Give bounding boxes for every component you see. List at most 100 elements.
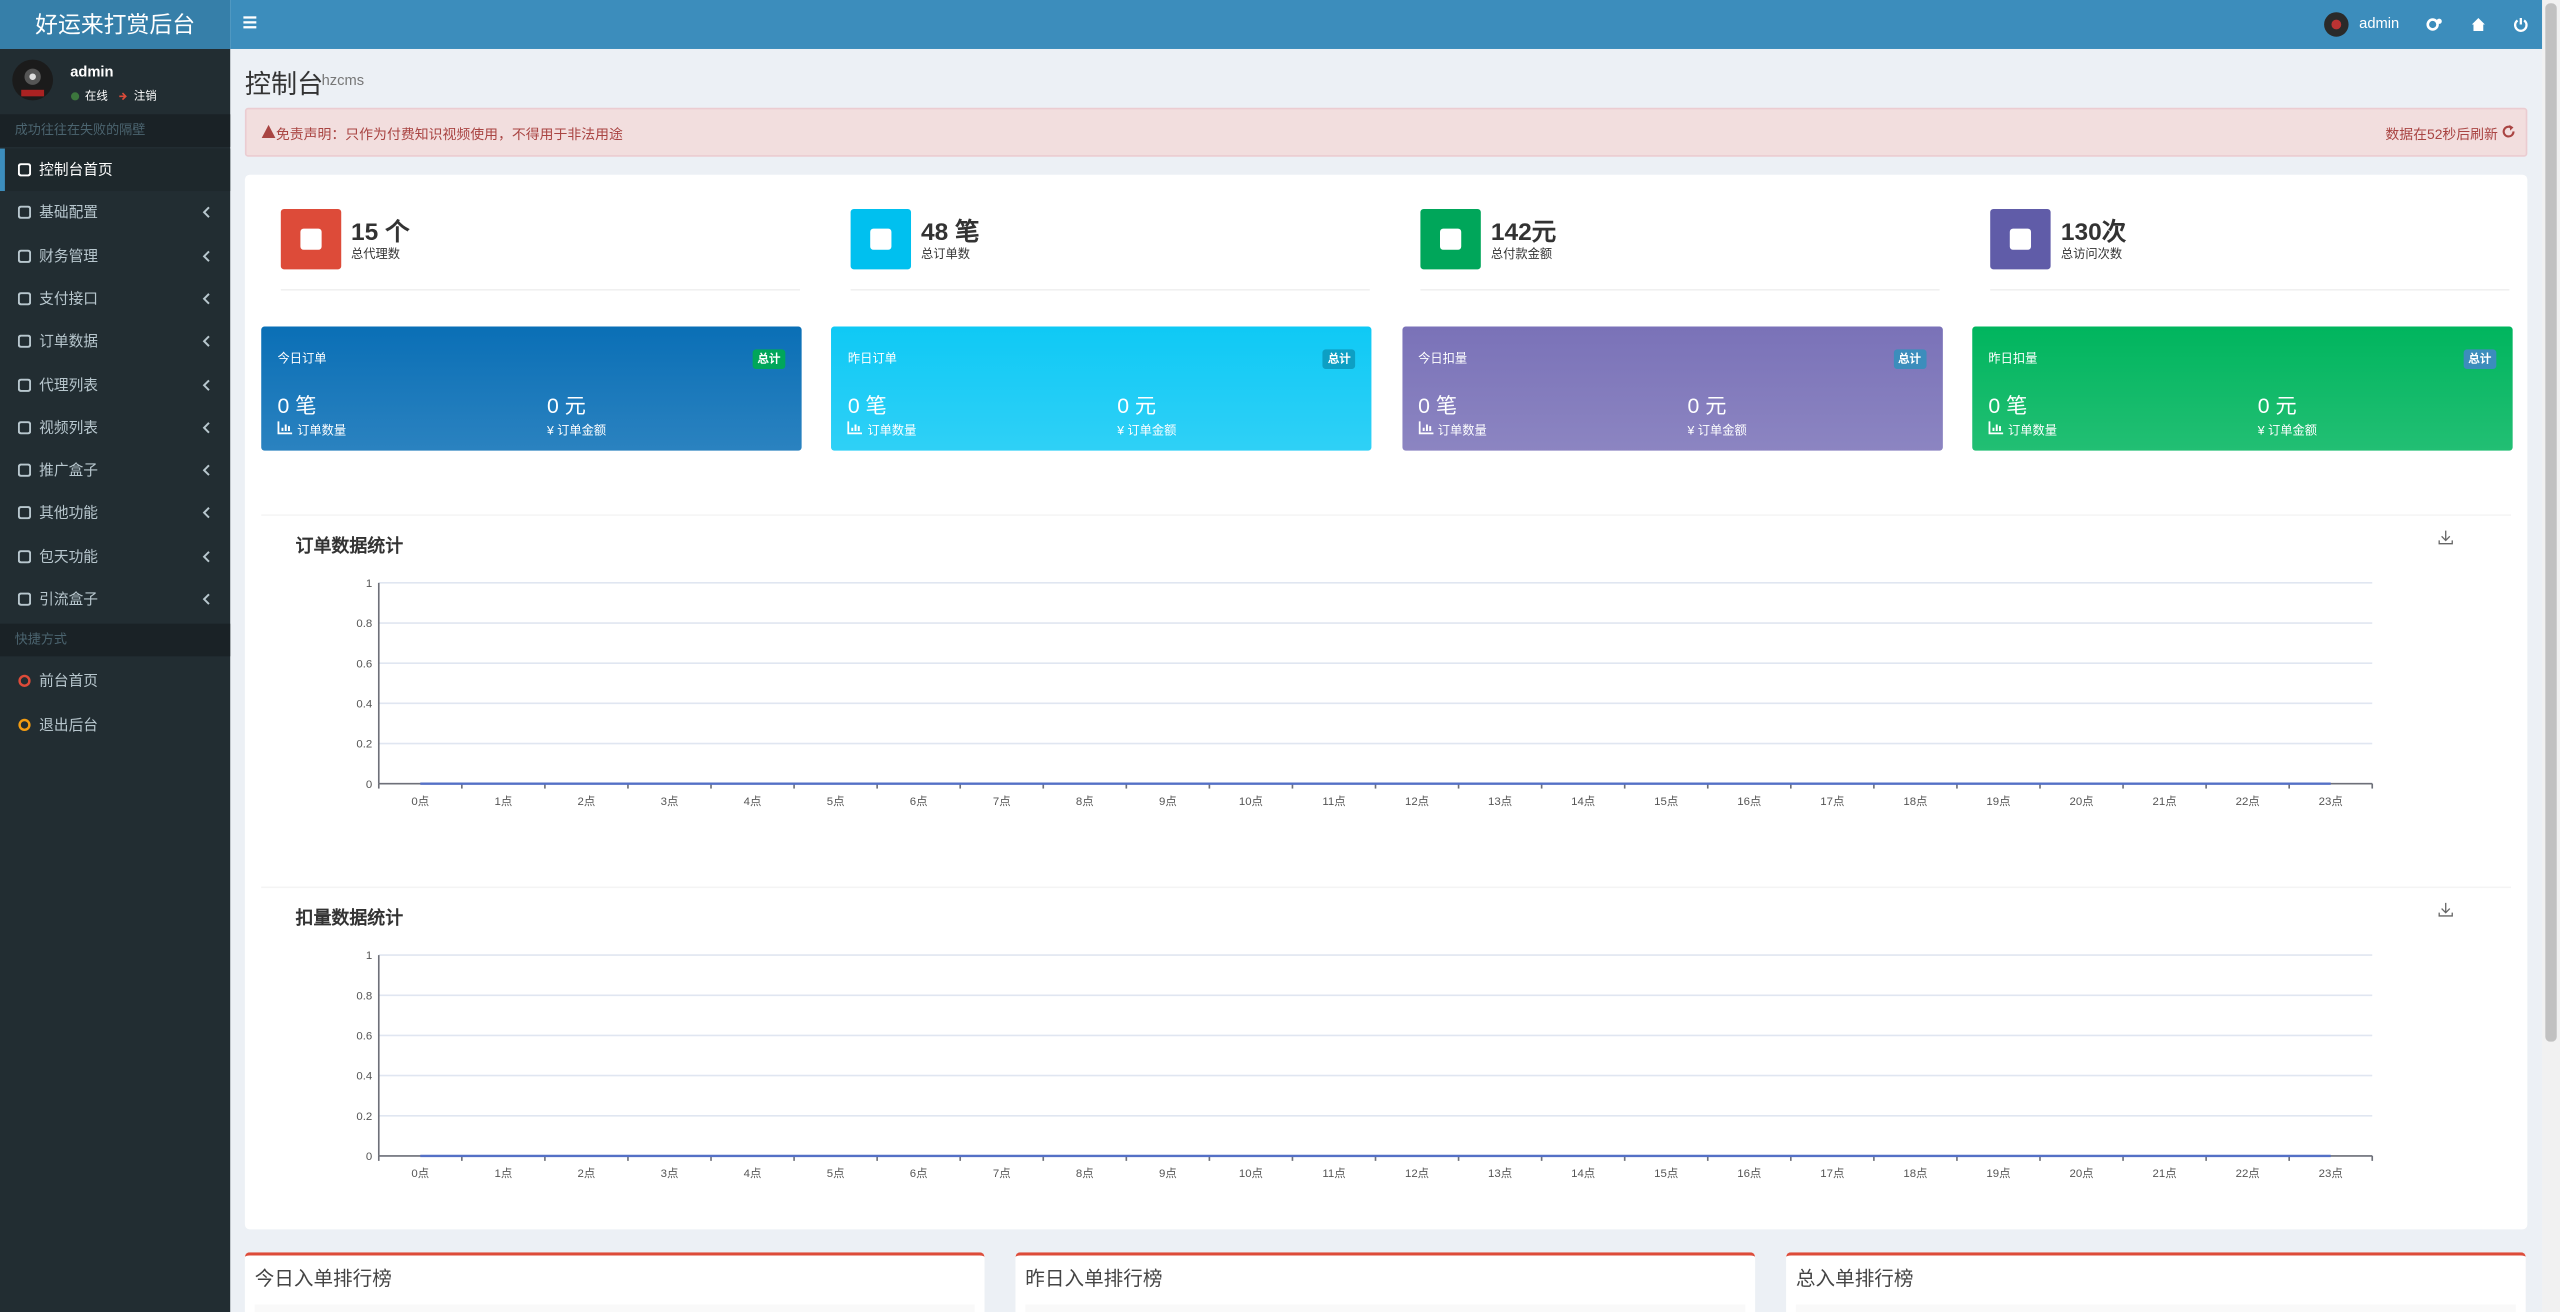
stat-card: 今日扣量 总计 0 笔订单数量 0 元 ¥ 订单金额 [1401, 326, 1943, 451]
menu-label[interactable]: 推广盒子 [39, 462, 98, 479]
header-user[interactable]: admin [2359, 14, 2400, 32]
site-title[interactable]: 好运来打赏后台 [0, 0, 231, 49]
user-logout[interactable]: 注销 [133, 91, 157, 103]
chevron-shape [202, 550, 210, 562]
menu-label[interactable]: 其他功能 [39, 505, 98, 522]
menu-item[interactable]: 引流盒子 [0, 578, 230, 620]
chart-title: 扣量数据统计 [296, 907, 404, 928]
menu-label[interactable]: 代理列表 [39, 376, 98, 393]
card-amount: 0 元 [1117, 393, 1157, 418]
chevron-shape [202, 250, 210, 262]
y-tick-label: 1 [366, 578, 372, 590]
menu-item[interactable]: 控制台首页 [0, 148, 231, 192]
x-tick-label: 6点 [910, 1167, 928, 1180]
chevron-shape [202, 335, 210, 348]
ranking-title: 昨日入单排行榜 [1025, 1266, 1163, 1290]
menu-item[interactable]: 推广盒子 [0, 449, 230, 491]
menu-label[interactable]: 支付接口 [39, 290, 98, 307]
card-title: 今日订单 [277, 351, 327, 366]
x-tick-label: 14点 [1571, 795, 1595, 808]
chevron [202, 421, 210, 434]
x-tick-label: 18点 [1903, 1167, 1927, 1180]
menu-label[interactable]: 视频列表 [39, 419, 98, 436]
card-amount: 0 元 [2257, 393, 2297, 418]
shortcut-label[interactable]: 退出后台 [39, 716, 98, 733]
menu-icon [17, 506, 32, 520]
icon-shape [17, 163, 32, 177]
home-icon[interactable] [2470, 16, 2486, 32]
menu-item[interactable]: 订单数据 [0, 320, 230, 362]
menu-label[interactable]: 引流盒子 [39, 591, 98, 608]
scrollbar[interactable] [2542, 0, 2560, 1312]
x-tick-label: 21点 [2153, 795, 2177, 808]
card-title: 昨日扣量 [1988, 351, 2038, 366]
alert-text: 免责声明：只作为付费知识视频使用，不得用于非法用途 [275, 125, 623, 143]
ranking-title: 总入单排行榜 [1795, 1266, 1914, 1290]
menu-item[interactable]: 财务管理 [0, 234, 230, 276]
menu-label[interactable]: 包天功能 [39, 548, 98, 565]
menu-item[interactable]: 代理列表 [0, 363, 230, 405]
menu-icon [17, 335, 32, 349]
menu-icon [17, 463, 32, 477]
card-badge: 总计 [1322, 349, 1356, 369]
icon-shape [18, 675, 31, 688]
info-icon [1420, 208, 1482, 270]
power-icon[interactable] [2513, 16, 2529, 32]
y-tick-label: 0 [366, 779, 372, 791]
menu-item[interactable]: 视频列表 [0, 406, 230, 448]
x-tick-label: 3点 [661, 795, 679, 808]
card-amount-label: ¥ 订单金额 [546, 422, 607, 438]
menu-label[interactable]: 基础配置 [39, 204, 98, 221]
menu-icon [17, 249, 32, 263]
icon-shape [17, 249, 32, 263]
menu-item[interactable]: 基础配置 [0, 192, 230, 234]
menu-toggle[interactable] [243, 15, 259, 31]
stat-card: 昨日订单 总计 0 笔订单数量 0 元 ¥ 订单金额 [831, 326, 1372, 451]
info-label: 总订单数 [920, 246, 970, 262]
card-count: 0 笔 [277, 393, 317, 418]
menu-item[interactable]: 其他功能 [0, 492, 230, 534]
sidebar: admin 在线 注销 成功往往在失败的隔壁 控制台首页 基础配置 财务管理 支付接口… [0, 48, 231, 1312]
download-icon[interactable] [2438, 902, 2453, 917]
x-tick-label: 1点 [494, 1167, 512, 1180]
chevron [202, 335, 210, 348]
user-name: admin [70, 63, 114, 80]
x-tick-label: 16点 [1737, 1167, 1761, 1180]
x-tick-label: 11点 [1322, 795, 1345, 808]
menu-label[interactable]: 控制台首页 [39, 161, 113, 178]
menu-label[interactable]: 财务管理 [39, 247, 98, 264]
x-tick-label: 23点 [2319, 795, 2343, 808]
chevron-shape [202, 207, 210, 219]
x-tick-label: 22点 [2236, 1167, 2260, 1180]
scrollbar-thumb[interactable] [2545, 3, 2557, 1042]
info-box: 15 个总代理数 [280, 208, 800, 291]
card-badge: 总计 [2463, 349, 2497, 369]
y-tick-label: 1 [366, 950, 372, 962]
header-avatar[interactable] [2323, 11, 2349, 37]
menu-item[interactable]: 包天功能 [0, 535, 230, 577]
ranking-box: 总入单排行榜 [1786, 1252, 2526, 1312]
icon-shape [17, 463, 32, 477]
y-tick-label: 0.8 [356, 618, 372, 630]
icon-glyph [2010, 228, 2032, 250]
x-tick-label: 19点 [1986, 1167, 2010, 1180]
settings-icon[interactable] [2426, 16, 2442, 32]
shortcut-item[interactable]: 退出后台 [0, 703, 230, 745]
menu-icon [17, 549, 32, 563]
menu-item[interactable]: 支付接口 [0, 277, 230, 319]
shortcut-label[interactable]: 前台首页 [39, 673, 98, 690]
x-tick-label: 22点 [2236, 795, 2260, 808]
chevron [202, 507, 210, 519]
x-tick-label: 13点 [1488, 1167, 1512, 1180]
card-count: 0 笔 [1418, 393, 1458, 418]
x-tick-label: 6点 [910, 795, 928, 808]
card-amount-label: ¥ 订单金额 [1687, 422, 1747, 438]
refresh-icon[interactable] [2501, 124, 2516, 139]
shortcut-item[interactable]: 前台首页 [0, 660, 230, 702]
section-header: 快捷方式 [0, 624, 231, 657]
info-box: 48 笔总订单数 [850, 208, 1370, 291]
menu-label[interactable]: 订单数据 [39, 333, 98, 350]
x-tick-label: 0点 [411, 795, 429, 808]
download-icon[interactable] [2438, 530, 2453, 545]
logout-icon[interactable] [119, 91, 129, 101]
